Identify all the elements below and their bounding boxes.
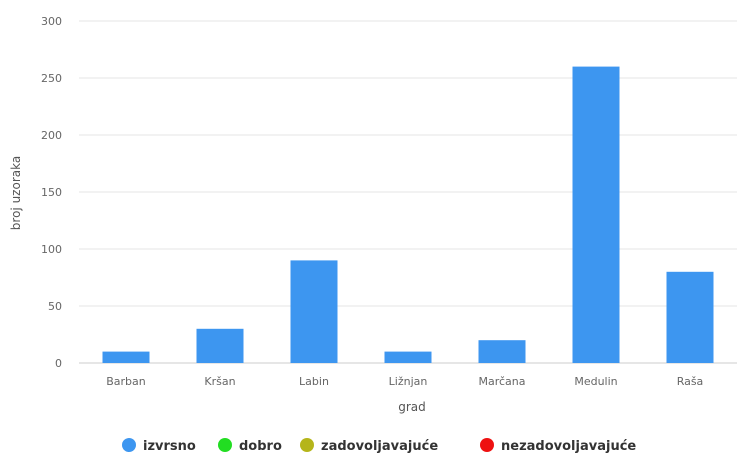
legend-marker <box>480 438 494 452</box>
bar <box>666 271 714 363</box>
x-axis-title: grad <box>398 400 426 414</box>
y-tick-label: 0 <box>55 357 62 370</box>
x-axis-ticks: Barban Kršan Labin Ližnjan Marčana Medulin Raš… <box>106 375 703 388</box>
x-tick-label: Barban <box>106 375 146 388</box>
y-tick-label: 100 <box>41 243 62 256</box>
y-tick-label: 200 <box>41 129 62 142</box>
legend-item[interactable]: zadovoljavajuće <box>300 438 438 454</box>
legend-marker <box>218 438 232 452</box>
legend-marker <box>300 438 314 452</box>
y-tick-label: 300 <box>41 15 62 28</box>
x-tick-label: Labin <box>299 375 329 388</box>
y-tick-label: 50 <box>48 300 62 313</box>
legend-label: nezadovoljavajuće <box>501 439 636 454</box>
grid-lines <box>79 20 737 364</box>
bar <box>102 351 150 363</box>
x-tick-label: Marčana <box>478 375 525 388</box>
legend-marker <box>122 438 136 452</box>
y-axis-ticks: 0 50 100 150 200 250 300 <box>41 15 62 370</box>
x-tick-label: Kršan <box>204 375 235 388</box>
legend-item[interactable]: dobro <box>218 438 282 454</box>
x-tick-label: Medulin <box>574 375 617 388</box>
bars <box>102 66 714 363</box>
legend-item[interactable]: nezadovoljavajuće <box>480 438 636 454</box>
legend-item[interactable]: izvrsno <box>122 438 196 454</box>
legend-label: izvrsno <box>143 439 196 454</box>
y-tick-label: 150 <box>41 186 62 199</box>
bar <box>478 340 526 363</box>
bar <box>384 351 432 363</box>
bar <box>572 66 620 363</box>
x-tick-label: Raša <box>677 375 704 388</box>
y-axis-title: broj uzoraka <box>9 156 23 230</box>
legend-label: dobro <box>239 439 282 454</box>
legend-label: zadovoljavajuće <box>321 439 438 454</box>
x-tick-label: Ližnjan <box>389 375 428 388</box>
legend: izvrsno dobro zadovoljavajuće nezadovoljava… <box>122 438 636 454</box>
bar <box>290 260 338 363</box>
y-tick-label: 250 <box>41 72 62 85</box>
bar <box>196 328 244 363</box>
